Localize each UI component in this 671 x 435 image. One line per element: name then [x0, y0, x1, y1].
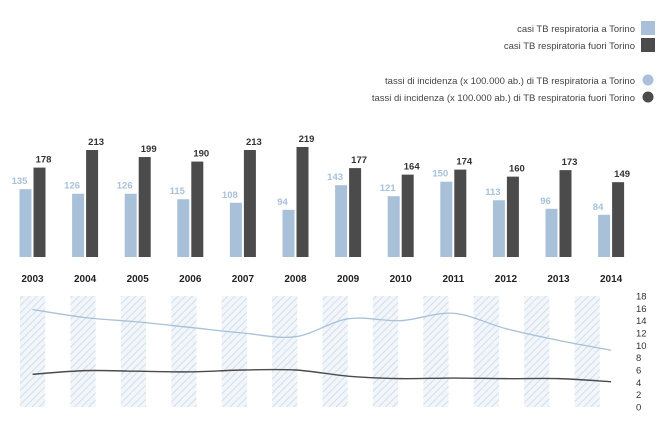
year-label-2012: 2012: [495, 274, 518, 285]
bar-fuori-torino-2010: [401, 174, 414, 257]
hatch-stripe: [272, 296, 298, 407]
line-fuori-torino: [32, 368, 612, 383]
hatch-stripe: [372, 296, 399, 407]
hatch-stripe: [473, 296, 499, 407]
bar-fuori-torino-2008: [296, 147, 309, 257]
y-tick-label-0: 0: [636, 403, 641, 414]
legend: casi TB respiratoria a Torino casi TB res…: [372, 21, 655, 104]
bar-torino-2014: [598, 214, 611, 257]
legend-label-0: casi TB respiratoria a Torino: [517, 24, 635, 35]
bar-chart: 2003 135 178 2004 126 213 2005 126 199 2006 115 190…: [12, 134, 630, 285]
hatch-stripe: [423, 296, 449, 407]
bar-torino-2003: [19, 189, 32, 257]
hatch-stripe: [20, 296, 46, 407]
bar-value-torino-2012: 113: [485, 187, 500, 198]
legend-label-2: tassi di incidenza (x 100.000 ab.) di TB…: [385, 76, 635, 87]
y-tick-label-16: 16: [636, 304, 647, 315]
year-label-2007: 2007: [232, 274, 255, 285]
hatch-stripe: [120, 296, 147, 407]
bar-value-torino-2007: 108: [222, 190, 238, 201]
bar-value-fuori-torino-2008: 219: [299, 134, 315, 145]
year-label-2003: 2003: [21, 274, 44, 285]
hatch-stripe: [574, 296, 600, 407]
bar-fuori-torino-2012: [506, 176, 519, 257]
bar-value-fuori-torino-2011: 174: [456, 157, 473, 168]
bar-torino-2011: [440, 181, 453, 257]
bar-fuori-torino-2011: [454, 169, 467, 257]
bar-value-fuori-torino-2006: 190: [193, 149, 209, 160]
bar-value-torino-2010: 121: [380, 183, 397, 194]
year-label-2005: 2005: [127, 274, 150, 285]
y-tick-label-8: 8: [636, 353, 641, 364]
bar-torino-2012: [492, 200, 505, 257]
bar-value-fuori-torino-2012: 160: [509, 164, 525, 175]
year-label-2011: 2011: [442, 274, 464, 285]
hatch-stripe: [171, 296, 197, 407]
bar-value-torino-2003: 135: [12, 176, 29, 187]
bar-value-torino-2011: 150: [432, 169, 448, 180]
bar-fuori-torino-2007: [243, 150, 256, 257]
bar-torino-2007: [229, 202, 242, 257]
bar-fuori-torino-2005: [138, 157, 151, 257]
bar-torino-2004: [72, 193, 85, 257]
bar-value-fuori-torino-2004: 213: [88, 137, 104, 148]
bar-fuori-torino-2013: [559, 170, 572, 257]
year-label-2014: 2014: [600, 274, 623, 285]
bar-fuori-torino-2006: [191, 161, 204, 257]
year-label-2004: 2004: [74, 274, 97, 285]
legend-label-3: tassi di incidenza (x 100.000 ab.) di TB…: [372, 93, 635, 104]
year-label-2010: 2010: [390, 274, 413, 285]
hatch-stripe: [322, 296, 348, 407]
y-tick-label-2: 2: [636, 390, 641, 401]
bar-torino-2006: [177, 199, 190, 257]
bar-value-fuori-torino-2013: 173: [562, 157, 578, 168]
bar-value-fuori-torino-2007: 213: [246, 137, 262, 148]
bar-torino-2005: [124, 193, 137, 257]
bar-fuori-torino-2004: [86, 150, 99, 257]
bar-value-fuori-torino-2014: 149: [614, 169, 630, 180]
bar-value-torino-2013: 96: [540, 196, 551, 207]
bar-value-fuori-torino-2009: 177: [351, 155, 367, 166]
bar-value-fuori-torino-2003: 178: [36, 155, 52, 166]
bar-torino-2009: [335, 185, 348, 257]
year-label-2009: 2009: [337, 274, 360, 285]
legend-swatch-0: [641, 21, 655, 35]
line-torino: [32, 308, 612, 351]
bar-torino-2010: [387, 196, 400, 257]
bar-value-fuori-torino-2010: 164: [404, 162, 421, 173]
year-label-2013: 2013: [547, 274, 570, 285]
y-tick-label-6: 6: [636, 366, 641, 377]
y-tick-label-12: 12: [636, 329, 647, 340]
y-tick-label-14: 14: [636, 316, 647, 327]
year-label-2008: 2008: [284, 274, 307, 285]
hatch-stripe: [524, 296, 550, 407]
y-tick-label-10: 10: [636, 341, 647, 352]
bar-fuori-torino-2009: [349, 168, 362, 257]
legend-marker-3: [642, 91, 654, 103]
hatch-stripe: [221, 296, 247, 407]
legend-swatch-1: [641, 38, 655, 52]
bar-value-torino-2005: 126: [117, 181, 133, 192]
bar-value-torino-2004: 126: [64, 181, 80, 192]
bar-fuori-torino-2014: [612, 182, 625, 257]
legend-marker-2: [642, 74, 654, 86]
bar-fuori-torino-2003: [33, 167, 46, 257]
hatch-stripe: [70, 296, 96, 407]
bar-torino-2013: [545, 208, 558, 257]
legend-label-1: casi TB respiratoria fuori Torino: [504, 41, 635, 52]
bar-value-torino-2009: 143: [327, 172, 343, 183]
bar-value-torino-2008: 94: [277, 197, 288, 208]
bar-torino-2008: [282, 209, 295, 257]
bar-value-torino-2014: 84: [593, 202, 604, 213]
y-tick-label-18: 18: [636, 292, 647, 303]
bar-value-torino-2006: 115: [170, 186, 186, 197]
year-label-2006: 2006: [179, 274, 202, 285]
bar-value-fuori-torino-2005: 199: [141, 144, 157, 155]
y-tick-label-4: 4: [636, 378, 641, 389]
